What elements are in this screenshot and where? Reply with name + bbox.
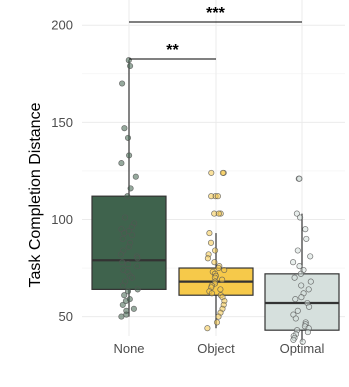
data-point <box>208 169 215 176</box>
data-point <box>214 193 221 200</box>
y-tick-label: 150 <box>51 115 73 130</box>
data-point <box>130 305 137 312</box>
data-point <box>290 259 297 266</box>
significance-label: *** <box>206 5 225 22</box>
axis-layer: 50 100 150 200 None Object Optimal <box>51 18 324 356</box>
data-point <box>132 173 139 180</box>
data-point <box>304 329 311 336</box>
data-point <box>119 80 126 87</box>
data-point <box>207 239 215 246</box>
data-point <box>134 255 141 262</box>
data-point <box>206 230 213 237</box>
data-point <box>124 193 131 200</box>
data-point <box>219 169 226 176</box>
data-point <box>215 210 222 217</box>
data-point <box>296 175 303 182</box>
data-point <box>305 286 312 293</box>
data-point <box>122 214 129 221</box>
data-point <box>117 251 124 258</box>
data-point <box>129 274 136 281</box>
data-point <box>299 338 306 345</box>
data-point <box>298 282 305 289</box>
data-point <box>306 303 313 310</box>
data-point <box>121 125 128 132</box>
data-point <box>119 301 126 308</box>
data-point <box>120 282 127 289</box>
data-point <box>124 134 132 141</box>
data-point <box>292 296 299 303</box>
x-tick-label: None <box>113 341 144 356</box>
data-point <box>127 185 134 192</box>
data-point <box>211 259 218 266</box>
data-point <box>307 253 314 260</box>
data-point <box>290 336 297 343</box>
data-point <box>215 313 222 320</box>
data-point <box>294 247 301 254</box>
data-point <box>204 255 211 262</box>
box-optimal <box>264 213 340 342</box>
data-point <box>297 214 304 221</box>
data-point <box>118 313 125 320</box>
data-point <box>134 263 141 270</box>
data-point <box>291 274 298 281</box>
data-point <box>297 270 304 277</box>
x-tick-label: Object <box>197 341 235 356</box>
data-point <box>221 266 228 274</box>
data-point <box>208 193 215 200</box>
data-point <box>298 294 305 301</box>
data-point <box>121 292 128 299</box>
y-tick-label: 100 <box>51 212 73 227</box>
data-point <box>302 226 309 233</box>
data-point <box>125 243 132 250</box>
y-tick-label: 200 <box>51 18 73 33</box>
data-point <box>126 152 133 159</box>
data-point <box>215 264 222 272</box>
data-point <box>124 261 132 268</box>
data-point <box>212 247 219 254</box>
data-point <box>134 286 141 293</box>
data-point <box>122 297 129 305</box>
y-tick-label: 50 <box>59 309 73 324</box>
data-point <box>204 325 211 332</box>
significance-label: ** <box>166 42 179 59</box>
data-point <box>119 235 126 242</box>
y-axis-title: Task Completion Distance <box>27 102 44 287</box>
data-point <box>127 62 134 70</box>
data-point <box>119 259 126 266</box>
data-point <box>125 57 132 64</box>
data-point <box>213 319 221 326</box>
data-point <box>293 210 300 217</box>
data-point <box>217 286 224 293</box>
data-point <box>292 315 299 322</box>
data-point <box>294 307 301 314</box>
data-point <box>303 235 310 242</box>
data-point <box>296 263 303 270</box>
point-layer <box>117 57 314 345</box>
data-point <box>121 230 128 237</box>
data-point <box>307 278 314 285</box>
data-point <box>219 276 226 283</box>
significance-layer: ***** <box>129 5 302 60</box>
data-point <box>208 290 215 297</box>
data-point <box>124 288 132 295</box>
data-point <box>118 160 125 167</box>
x-tick-label: Optimal <box>280 341 325 356</box>
data-point <box>129 231 136 239</box>
